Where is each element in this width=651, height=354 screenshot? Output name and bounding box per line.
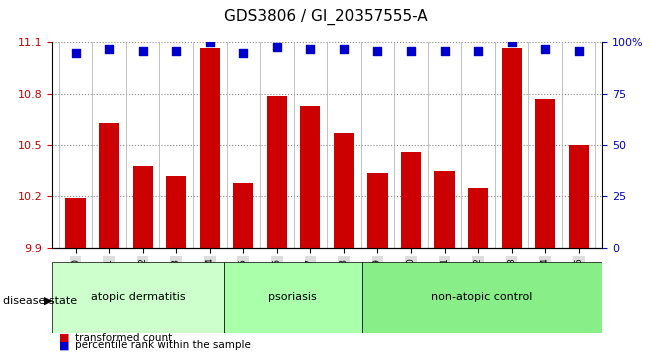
- Text: non-atopic control: non-atopic control: [431, 292, 533, 302]
- Bar: [300, 106, 320, 248]
- Bar: [367, 172, 387, 248]
- Bar: [568, 145, 589, 248]
- Bar: [133, 166, 153, 248]
- Text: psoriasis: psoriasis: [268, 292, 317, 302]
- Bar: [434, 171, 454, 248]
- Text: ■: ■: [59, 340, 69, 350]
- Point: [271, 44, 282, 50]
- Bar: [267, 96, 287, 248]
- Point: [506, 40, 517, 45]
- Point: [473, 48, 483, 53]
- Point: [372, 48, 383, 53]
- FancyBboxPatch shape: [224, 262, 361, 333]
- Bar: [535, 99, 555, 248]
- Text: disease state: disease state: [3, 296, 77, 306]
- Bar: [66, 198, 86, 248]
- Point: [70, 50, 81, 56]
- Bar: [401, 152, 421, 248]
- Bar: [233, 183, 253, 248]
- Point: [574, 48, 584, 53]
- Point: [339, 46, 349, 51]
- Point: [540, 46, 550, 51]
- Point: [305, 46, 316, 51]
- Bar: [166, 176, 186, 248]
- Bar: [99, 123, 119, 248]
- FancyBboxPatch shape: [361, 262, 602, 333]
- Text: percentile rank within the sample: percentile rank within the sample: [75, 340, 251, 350]
- Bar: [334, 133, 354, 248]
- Point: [171, 48, 182, 53]
- FancyBboxPatch shape: [52, 262, 224, 333]
- Text: ■: ■: [59, 333, 69, 343]
- Point: [439, 48, 450, 53]
- Point: [238, 50, 249, 56]
- Bar: [501, 48, 521, 248]
- Point: [204, 40, 215, 45]
- Bar: [468, 188, 488, 248]
- Text: GDS3806 / GI_20357555-A: GDS3806 / GI_20357555-A: [224, 9, 427, 25]
- Text: ▶: ▶: [44, 296, 53, 306]
- Point: [104, 46, 115, 51]
- Point: [137, 48, 148, 53]
- Point: [406, 48, 416, 53]
- Text: atopic dermatitis: atopic dermatitis: [90, 292, 186, 302]
- Bar: [200, 48, 220, 248]
- Text: transformed count: transformed count: [75, 333, 172, 343]
